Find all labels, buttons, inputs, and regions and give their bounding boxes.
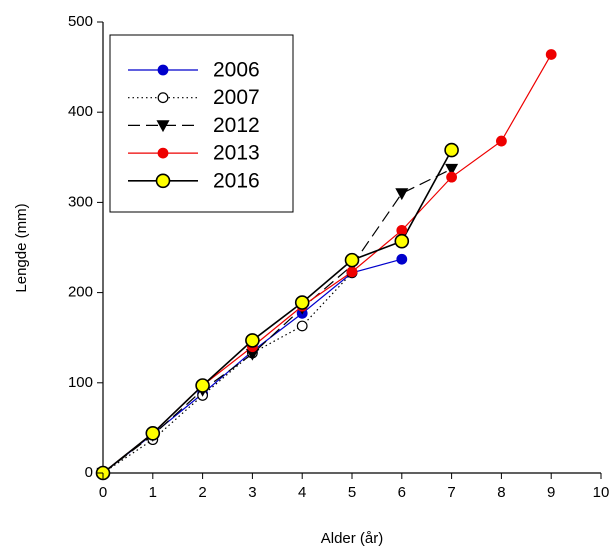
series-line bbox=[102, 272, 353, 474]
marker bbox=[346, 266, 358, 278]
legend-label: 2016 bbox=[213, 169, 260, 192]
marker bbox=[145, 426, 161, 441]
marker bbox=[445, 163, 459, 176]
marker bbox=[394, 233, 410, 249]
marker bbox=[396, 253, 408, 265]
y-tick-label: 500 bbox=[68, 13, 93, 30]
marker bbox=[396, 224, 408, 236]
x-tick-label: 1 bbox=[149, 484, 157, 501]
marker bbox=[157, 147, 169, 159]
x-tick-label: 9 bbox=[547, 484, 555, 501]
x-tick-label: 3 bbox=[248, 484, 256, 501]
legend-label: 2012 bbox=[213, 114, 260, 137]
y-tick-label: 300 bbox=[68, 193, 93, 210]
x-tick-label: 10 bbox=[593, 484, 610, 501]
y-tick-label: 100 bbox=[68, 374, 93, 391]
marker bbox=[446, 171, 458, 183]
x-tick-label: 0 bbox=[99, 484, 107, 501]
legend bbox=[109, 34, 294, 213]
marker bbox=[395, 188, 409, 201]
legend-label: 2006 bbox=[213, 59, 260, 82]
marker bbox=[496, 135, 507, 147]
y-tick-label: 200 bbox=[68, 284, 93, 301]
marker bbox=[195, 378, 210, 393]
legend-label: 2013 bbox=[213, 142, 260, 165]
marker bbox=[157, 92, 169, 104]
x-tick-label: 6 bbox=[398, 484, 406, 501]
series-line bbox=[102, 149, 453, 474]
marker bbox=[545, 49, 557, 60]
legend-label: 2007 bbox=[213, 86, 260, 109]
marker bbox=[296, 320, 308, 332]
legend-entries: 2006 2007 2012 2013 2016 bbox=[128, 59, 260, 192]
y-tick-label: 0 bbox=[85, 464, 93, 481]
x-tick-label: 4 bbox=[298, 484, 306, 501]
x-tick-label: 8 bbox=[497, 484, 505, 501]
marker bbox=[444, 142, 459, 158]
marker bbox=[245, 333, 260, 348]
marker bbox=[156, 120, 170, 133]
x-tick-label: 2 bbox=[198, 484, 206, 501]
y-axis-label: Lengde (mm) bbox=[13, 203, 30, 292]
marker bbox=[344, 252, 360, 268]
x-axis-label: Alder (år) bbox=[321, 530, 384, 547]
marker bbox=[294, 295, 310, 310]
y-tick-label: 400 bbox=[68, 103, 93, 120]
x-tick-label: 5 bbox=[348, 484, 356, 501]
x-tick-label: 7 bbox=[447, 484, 455, 501]
series-line bbox=[102, 168, 452, 474]
marker bbox=[155, 173, 171, 189]
plot-area bbox=[95, 49, 557, 481]
marker bbox=[157, 64, 169, 76]
